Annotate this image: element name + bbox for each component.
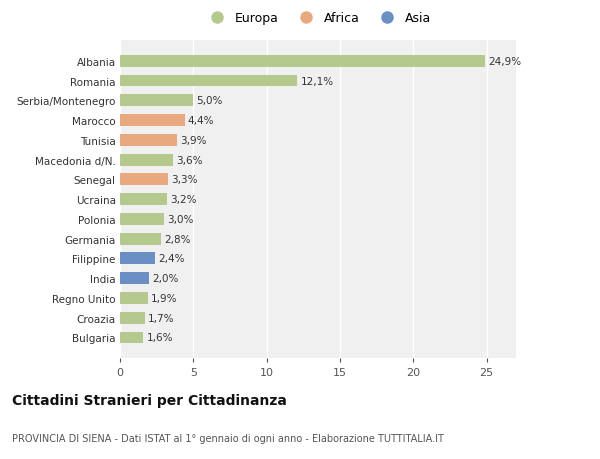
Text: 3,0%: 3,0% bbox=[167, 214, 193, 224]
Text: 4,4%: 4,4% bbox=[187, 116, 214, 126]
Text: 3,2%: 3,2% bbox=[170, 195, 196, 205]
Text: 5,0%: 5,0% bbox=[196, 96, 223, 106]
Bar bbox=[120, 75, 298, 87]
Text: 3,6%: 3,6% bbox=[176, 155, 202, 165]
Bar bbox=[120, 56, 485, 67]
Text: Cittadini Stranieri per Cittadinanza: Cittadini Stranieri per Cittadinanza bbox=[12, 393, 287, 407]
Text: 1,6%: 1,6% bbox=[146, 333, 173, 343]
Text: 1,9%: 1,9% bbox=[151, 293, 178, 303]
Bar bbox=[120, 332, 143, 344]
Text: 2,0%: 2,0% bbox=[152, 274, 179, 284]
Bar bbox=[120, 213, 164, 225]
Text: 24,9%: 24,9% bbox=[488, 56, 521, 67]
Text: 1,7%: 1,7% bbox=[148, 313, 175, 323]
Text: 3,3%: 3,3% bbox=[172, 175, 198, 185]
Bar bbox=[120, 174, 169, 186]
Text: 12,1%: 12,1% bbox=[301, 76, 334, 86]
Bar bbox=[120, 233, 161, 245]
Bar bbox=[120, 312, 145, 324]
Bar bbox=[120, 154, 173, 166]
Bar bbox=[120, 292, 148, 304]
Text: PROVINCIA DI SIENA - Dati ISTAT al 1° gennaio di ogni anno - Elaborazione TUTTIT: PROVINCIA DI SIENA - Dati ISTAT al 1° ge… bbox=[12, 433, 444, 442]
Bar bbox=[120, 253, 155, 265]
Bar bbox=[120, 194, 167, 206]
Bar bbox=[120, 134, 177, 146]
Text: 3,9%: 3,9% bbox=[180, 135, 206, 146]
Bar bbox=[120, 273, 149, 285]
Text: 2,8%: 2,8% bbox=[164, 234, 191, 244]
Text: 2,4%: 2,4% bbox=[158, 254, 185, 264]
Bar bbox=[120, 115, 185, 127]
Bar bbox=[120, 95, 193, 107]
Legend: Europa, Africa, Asia: Europa, Africa, Asia bbox=[201, 8, 435, 29]
